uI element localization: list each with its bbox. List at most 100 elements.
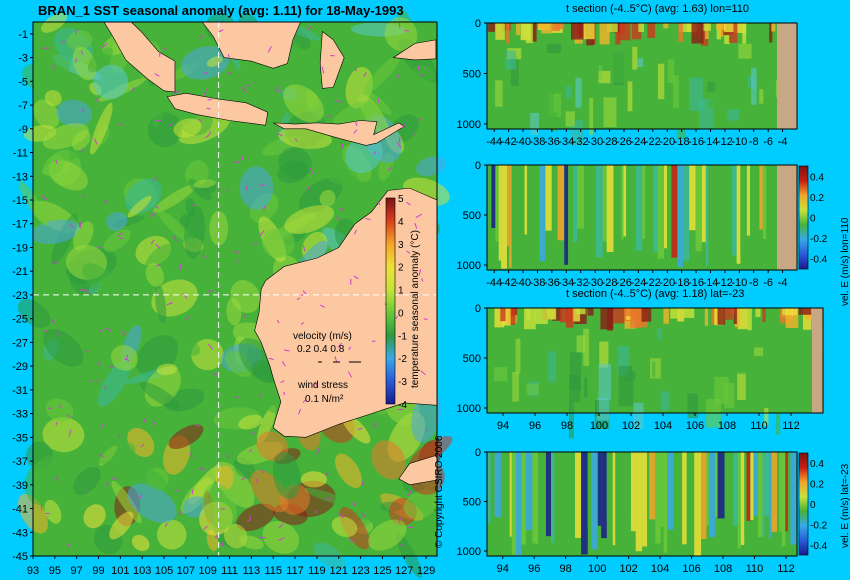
velocity-stripe	[525, 452, 533, 530]
velocity-stripe	[764, 452, 769, 517]
section-y-tick-label: 500	[463, 68, 481, 80]
section-x-tick-label: -8	[749, 136, 759, 148]
map-y-tick-label: -7	[18, 100, 28, 112]
velocity-arrow	[68, 429, 72, 437]
velocity-stripe	[667, 452, 674, 530]
sst-anomaly-patch	[121, 457, 168, 491]
velocity-arrow	[399, 543, 403, 547]
sst-anomaly-patch	[319, 189, 336, 207]
temp-depth-patch	[589, 97, 594, 136]
sst-anomaly-patch	[272, 451, 301, 500]
velocity-colorbar-tick-label: -0.4	[810, 541, 828, 552]
sst-anomaly-patch	[127, 483, 177, 523]
velocity-stripe	[551, 452, 555, 543]
velocity-colorbar-tick-label: 0.2	[810, 480, 824, 491]
velocity-stripe	[729, 165, 732, 234]
temp-surface-patch	[716, 23, 727, 30]
section-frame	[486, 164, 798, 271]
velocity-colorbar-tick-label: -0.2	[810, 520, 828, 531]
sst-colorbar-tick-label: 0	[398, 308, 404, 319]
velocity-stripe	[725, 165, 730, 256]
map-y-tick-label: -41	[12, 504, 28, 516]
velocity-stripe	[781, 452, 786, 547]
velocity-stripe	[554, 452, 560, 547]
velocity-stripe	[762, 165, 767, 239]
velocity-arrow	[110, 477, 118, 480]
sst-anomaly-patch	[238, 414, 263, 430]
section-x-tick-label: -10	[731, 136, 747, 148]
velocity-stripe	[524, 165, 528, 235]
velocity-arrow	[316, 447, 320, 455]
map-x-tick-label: 117	[286, 565, 304, 577]
sst-anomaly-patch	[111, 480, 142, 524]
velocity-arrow	[245, 185, 248, 191]
temp-surface-patch	[587, 308, 594, 316]
velocity-colorbar-tick-label: 0.4	[810, 459, 824, 470]
sst-anomaly-patch	[209, 210, 229, 246]
velocity-arrow	[203, 88, 207, 96]
velocity-arrow	[228, 72, 232, 74]
velocity-arrow	[155, 205, 159, 209]
temp-surface-patch	[615, 23, 621, 45]
velocity-stripe	[688, 452, 695, 535]
velocity-arrow	[314, 509, 317, 514]
sst-anomaly-patch	[250, 470, 289, 513]
temp-surface-patch	[631, 23, 642, 40]
section-x-tick-label: -26	[616, 277, 632, 289]
velocity-stripe	[759, 165, 763, 230]
map-x-tick-label: 105	[155, 565, 173, 577]
velocity-stripe	[511, 165, 519, 258]
velocity-arrow	[396, 74, 399, 80]
sst-anomaly-patch	[184, 340, 201, 356]
velocity-stripe	[568, 452, 576, 523]
velocity-stripe	[715, 452, 718, 517]
velocity-arrow	[254, 78, 257, 84]
section-frame	[486, 307, 824, 414]
velocity-colorbar-tick-label: 0	[810, 500, 816, 511]
temp-surface-patch	[704, 308, 709, 326]
velocity-arrow	[172, 235, 177, 242]
sst-anomaly-patch	[173, 118, 202, 138]
velocity-stripe	[545, 165, 552, 231]
sst-anomaly-patch	[37, 455, 59, 481]
temp-surface-patch	[723, 23, 734, 33]
velocity-arrow	[325, 471, 329, 477]
temp-surface-patch	[488, 23, 496, 32]
map-y-tick-label: -43	[12, 527, 28, 539]
velocity-arrow	[267, 46, 272, 53]
velocity-arrow	[259, 230, 265, 236]
velocity-arrow	[153, 176, 157, 181]
velocity-stripe	[559, 452, 564, 539]
temp-depth-patch	[799, 375, 805, 411]
sst-anomaly-patch	[403, 489, 438, 520]
velocity-stripe	[740, 452, 745, 545]
vel-lon-colorbar-label: vel. E (m/s) lon=110	[840, 217, 850, 306]
panel1-title: t section (-4..5°C) (avg: 1.63) lon=110	[566, 3, 750, 15]
velocity-stripe	[657, 165, 665, 259]
section-x-tick-label: -20	[659, 136, 675, 148]
section-x-tick-label: -42	[501, 277, 517, 289]
velocity-arrow	[58, 404, 62, 409]
sst-anomaly-patch	[33, 99, 60, 129]
velocity-arrow	[155, 243, 161, 250]
main-title: BRAN_1 SST seasonal anomaly (avg: 1.11) …	[38, 3, 404, 18]
velocity-stripe	[587, 452, 592, 528]
velocity-arrow	[377, 98, 380, 103]
sst-anomaly-patch	[119, 385, 145, 410]
temp-surface-patch	[541, 23, 552, 34]
sst-anomaly-patch	[371, 440, 406, 480]
sst-anomaly-patch	[145, 263, 164, 287]
velocity-stripe	[750, 165, 756, 241]
temp-surface-patch	[502, 308, 511, 326]
temp-surface-patch	[724, 308, 733, 320]
sst-anomaly-patch	[45, 398, 74, 422]
temp-surface-patch	[547, 308, 556, 320]
velocity-arrow	[84, 289, 90, 294]
velocity-arrow	[309, 167, 314, 174]
temp-surface-patch	[618, 23, 626, 35]
sulawesi-landmass	[319, 30, 345, 89]
sst-colorbar-tick-label: -1	[398, 331, 407, 342]
velocity-arrow	[94, 97, 101, 103]
velocity-stripe	[689, 165, 696, 231]
section-x-tick-label: 100	[588, 563, 606, 575]
